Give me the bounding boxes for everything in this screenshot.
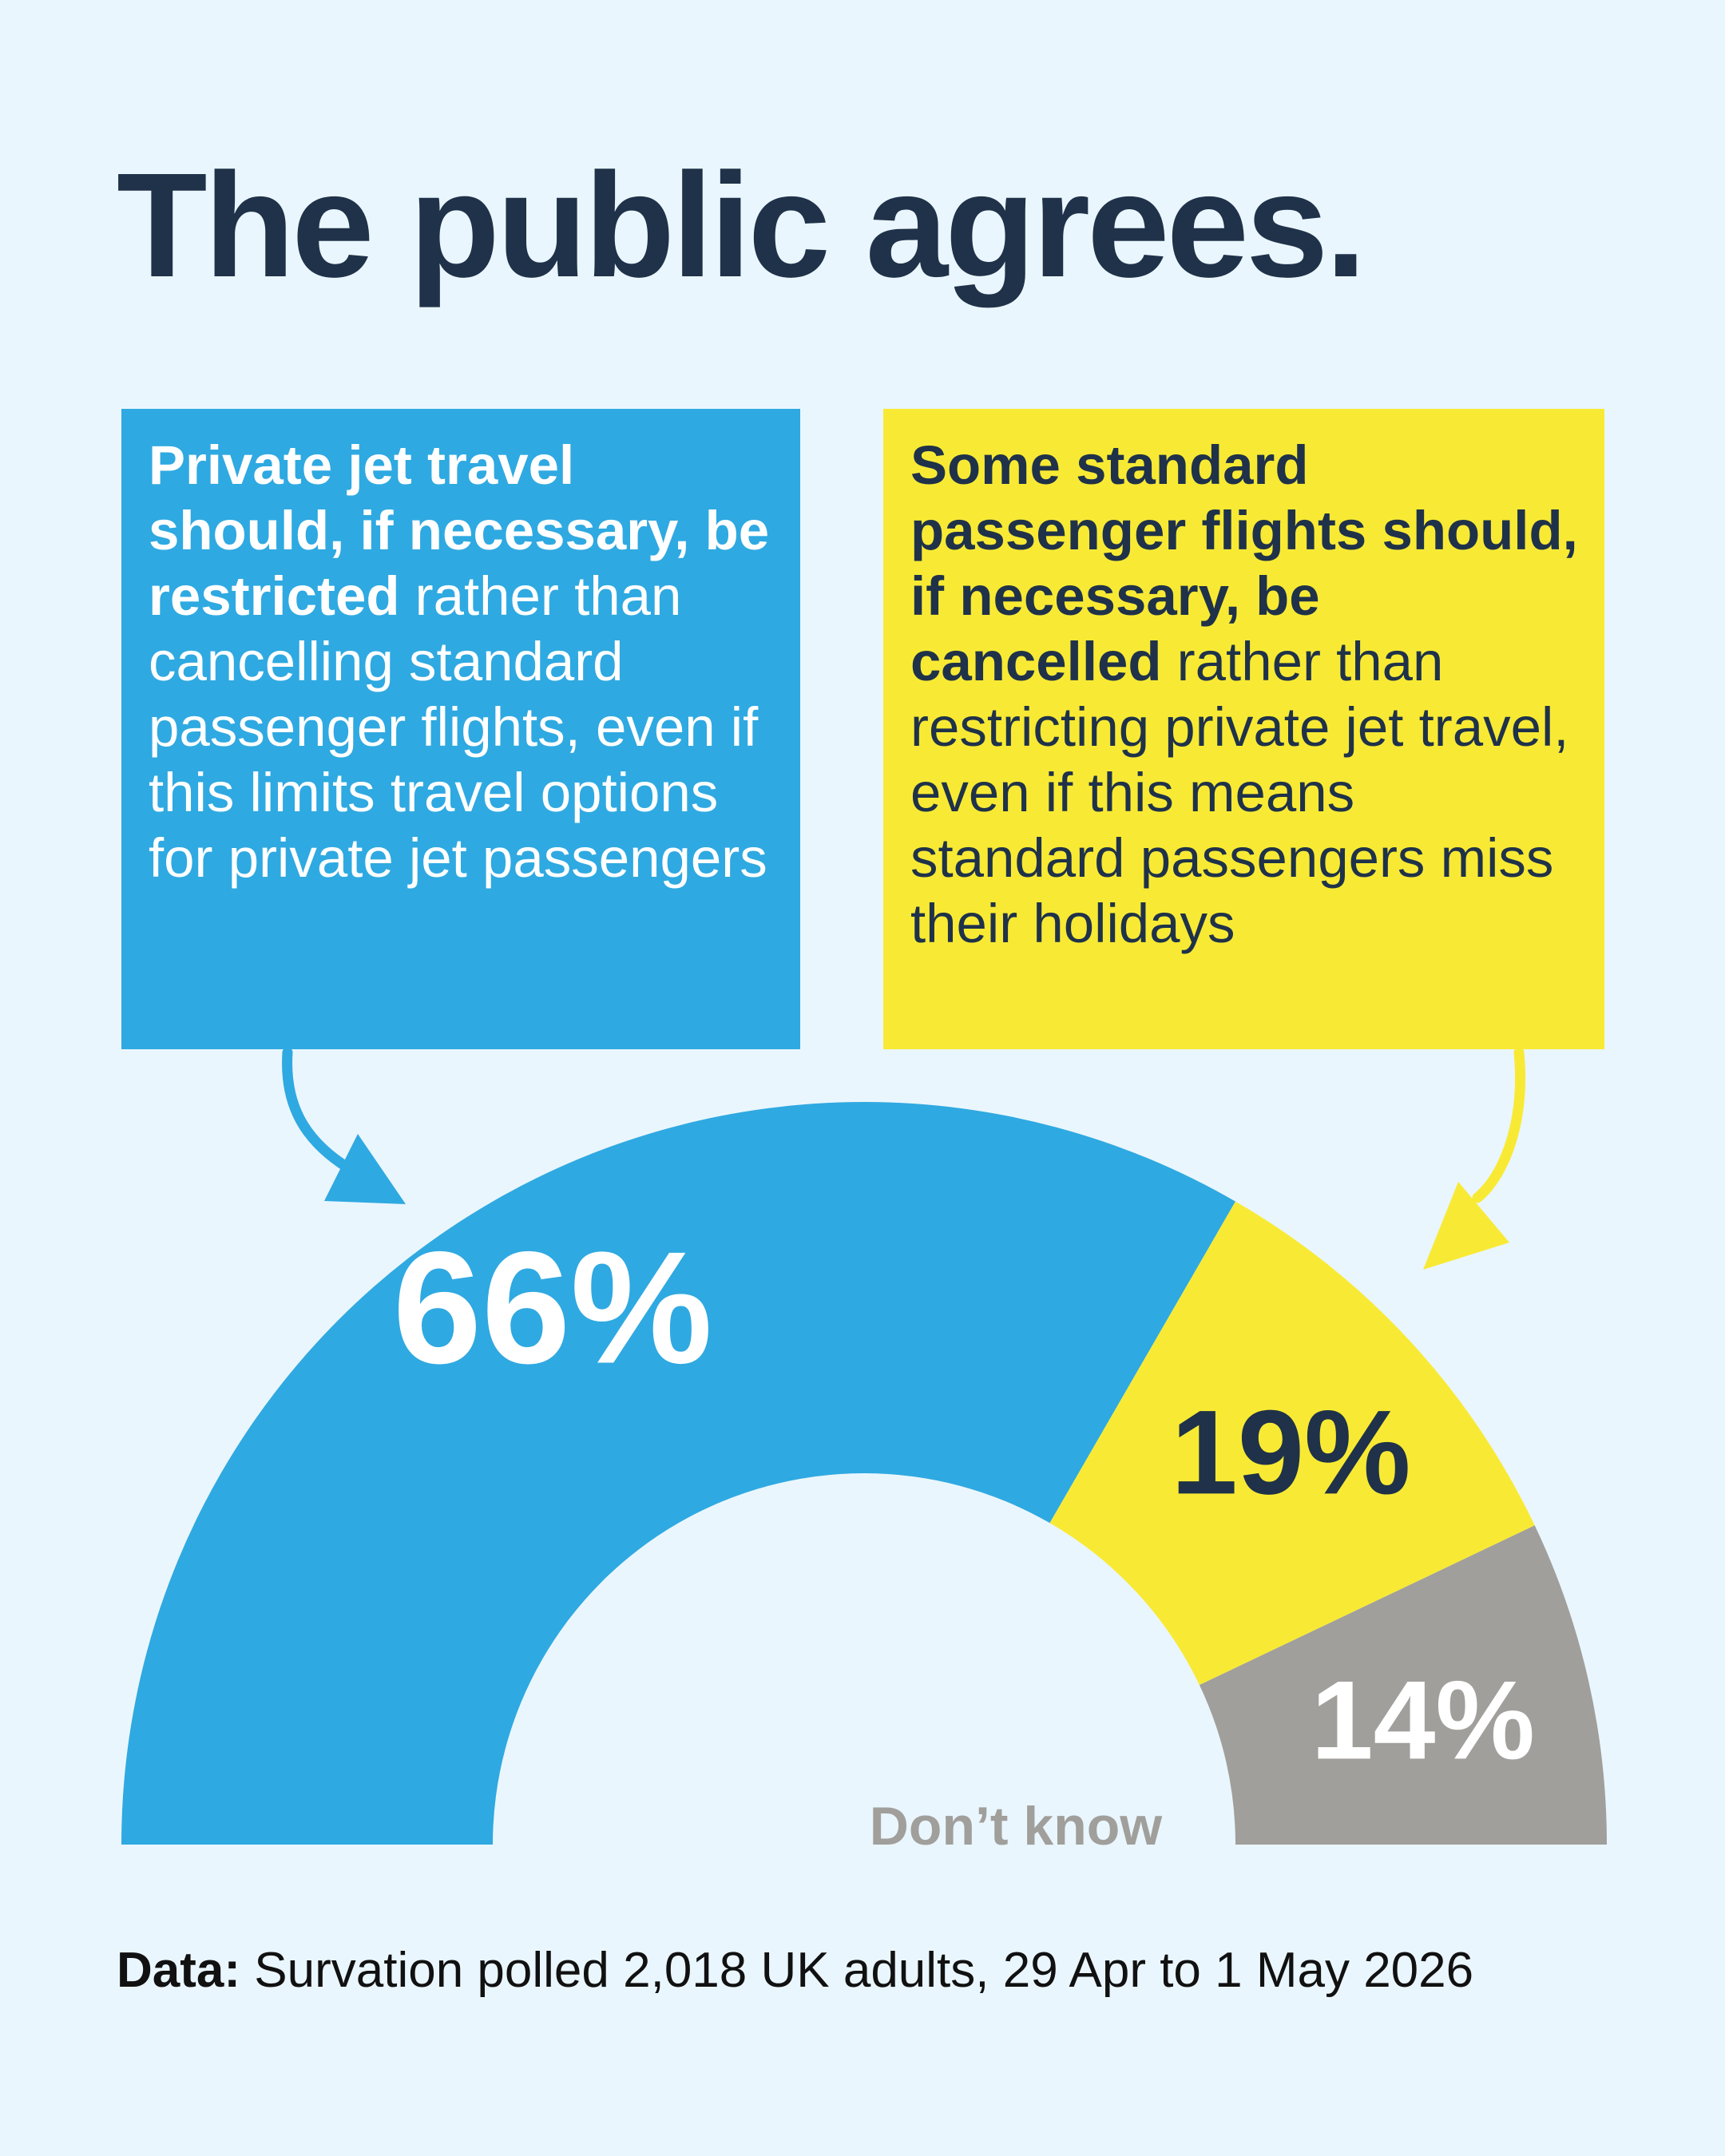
restrict-statement-rest: rather than cancelling standard passenge… bbox=[149, 565, 767, 889]
segment-cancel-value-label: 19% bbox=[1171, 1385, 1410, 1519]
data-source-text: Survation polled 2,018 UK adults, 29 Apr… bbox=[240, 1943, 1474, 1998]
data-source-label: Data: bbox=[117, 1943, 241, 1998]
cancel-standard-flights-statement: Some standard passenger flights should, … bbox=[883, 409, 1604, 1049]
segment-cancel bbox=[1049, 1201, 1535, 1686]
data-source-note: Data: Survation polled 2,018 UK adults, … bbox=[117, 1942, 1473, 1999]
cancel-statement-bold: Some standard passenger flights should, … bbox=[910, 434, 1578, 692]
restrict-private-jets-statement: Private jet travel should, if necessary,… bbox=[121, 409, 800, 1049]
segment-restrict-value-label: 66% bbox=[393, 1219, 712, 1397]
dont-know-annotation: Don’t know bbox=[870, 1796, 1164, 1857]
cancel-statement-rest: rather than restricting private jet trav… bbox=[910, 631, 1569, 954]
arrow-left-icon bbox=[282, 1047, 406, 1204]
page-title: The public agrees. bbox=[117, 143, 1366, 308]
segment-restrict bbox=[121, 1102, 1235, 1845]
arrow-right-icon bbox=[1423, 1047, 1526, 1270]
segment-dont-know bbox=[1199, 1525, 1607, 1845]
segment-dont-know-value-label: 14% bbox=[1311, 1657, 1535, 1782]
restrict-statement-bold: Private jet travel should, if necessary,… bbox=[149, 434, 770, 627]
